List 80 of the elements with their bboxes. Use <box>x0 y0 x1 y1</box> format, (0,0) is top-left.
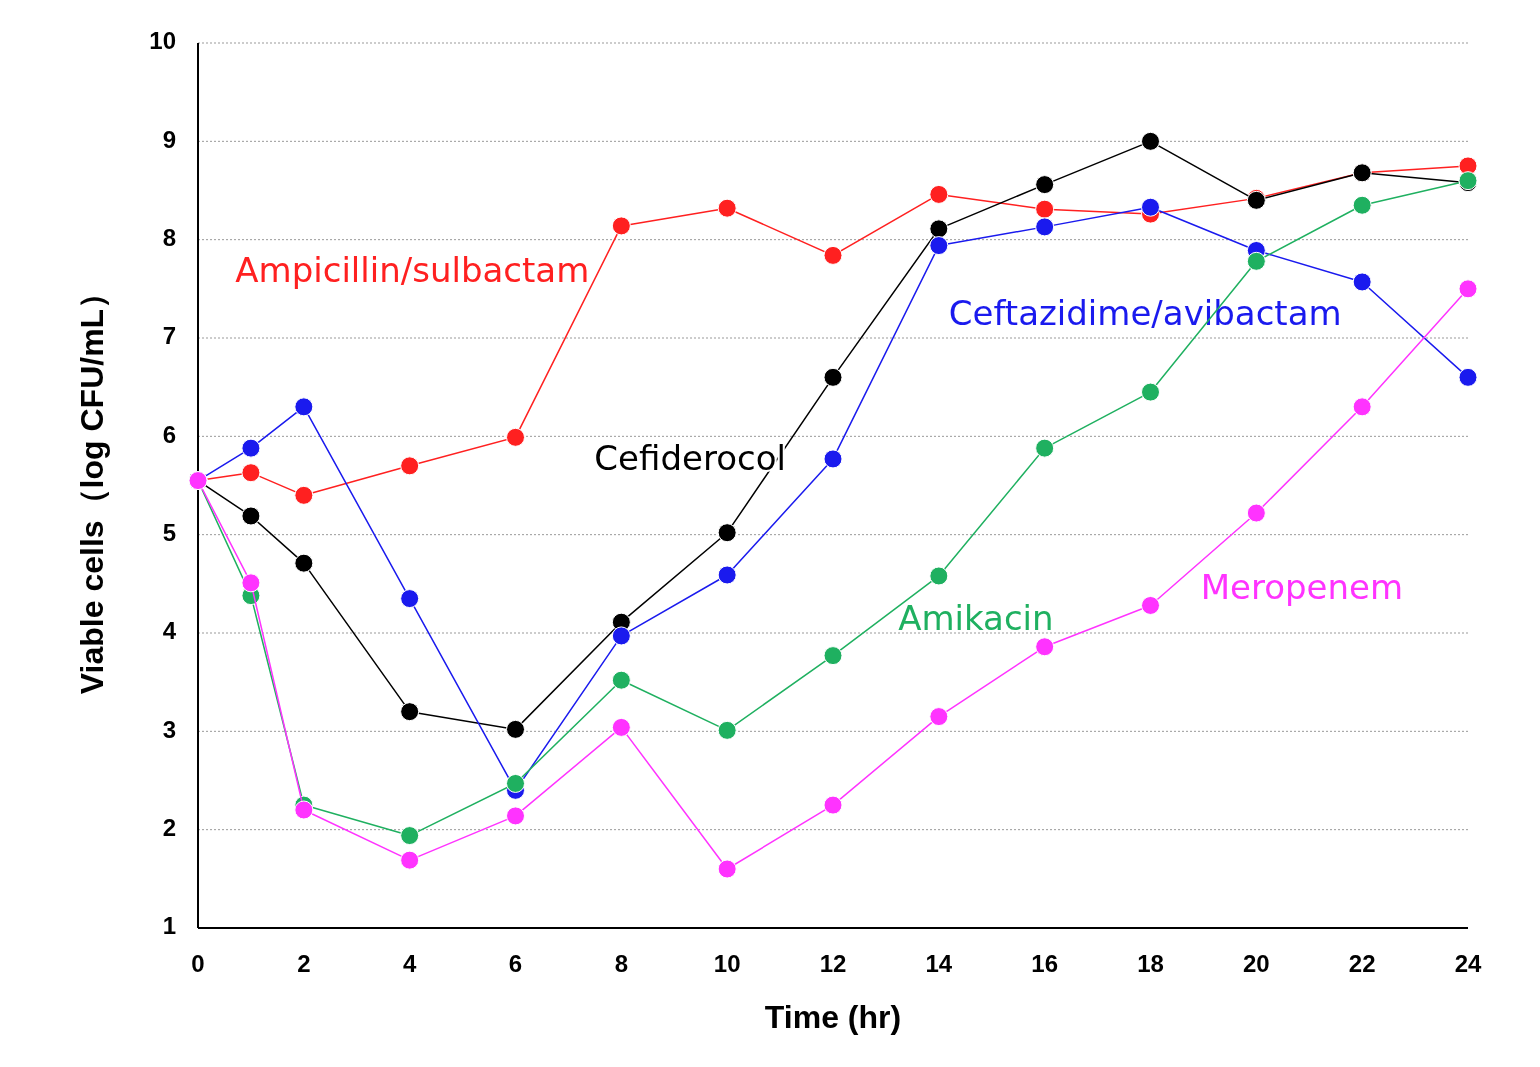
point <box>929 184 949 204</box>
point <box>506 427 525 447</box>
point <box>1458 367 1478 387</box>
point <box>717 859 737 879</box>
x-tick-label: 18 <box>1137 950 1164 977</box>
point <box>929 219 949 239</box>
point <box>823 449 843 469</box>
point <box>1035 438 1055 458</box>
point <box>241 463 261 483</box>
point <box>823 245 843 265</box>
point <box>1035 637 1055 657</box>
x-tick-label: 22 <box>1348 950 1376 977</box>
point <box>400 850 420 870</box>
point <box>1035 199 1055 219</box>
y-tick-label: 6 <box>162 420 176 448</box>
point <box>1035 175 1055 195</box>
point <box>1141 131 1160 151</box>
y-tick-label: 2 <box>162 814 176 842</box>
x-tick-label: 12 <box>819 950 847 977</box>
point <box>823 646 843 666</box>
point <box>1035 217 1055 237</box>
point <box>1141 382 1160 402</box>
point <box>294 553 314 573</box>
x-axis-title: Time (hr) <box>764 999 902 1035</box>
point <box>611 670 631 690</box>
point <box>929 566 949 586</box>
point <box>611 626 631 646</box>
point <box>1141 197 1160 217</box>
point <box>506 806 525 826</box>
point <box>294 485 314 505</box>
x-tick-label: 14 <box>925 950 953 977</box>
point <box>241 438 261 458</box>
point <box>1246 251 1266 271</box>
y-tick-label: 9 <box>162 125 176 153</box>
x-tick-label: 6 <box>508 950 523 977</box>
series-label: Amikacin <box>898 597 1054 638</box>
point <box>717 720 737 740</box>
point <box>611 717 631 737</box>
point <box>717 565 737 585</box>
x-tick-label: 16 <box>1031 950 1059 977</box>
y-tick-label: 5 <box>162 519 176 547</box>
y-tick-label: 10 <box>149 27 176 55</box>
point <box>241 506 261 526</box>
point <box>400 826 420 846</box>
point <box>929 236 949 256</box>
point <box>823 367 843 387</box>
point <box>506 719 525 739</box>
y-tick-label: 7 <box>162 322 176 350</box>
point <box>717 198 737 218</box>
point <box>1246 503 1266 523</box>
series-label: Ampicillin/sulbactam <box>235 249 590 290</box>
y-axis-title: Viable cells（log CFU/mL） <box>74 276 110 695</box>
y-tick-label: 4 <box>162 617 177 645</box>
series-label: Meropenem <box>1200 567 1404 608</box>
point <box>241 573 261 593</box>
y-tick-label: 3 <box>162 715 176 743</box>
x-tick-label: 2 <box>297 950 311 977</box>
point <box>506 773 525 793</box>
point <box>294 800 314 820</box>
x-tick-label: 24 <box>1454 950 1482 977</box>
point <box>823 795 843 815</box>
point <box>1141 595 1160 615</box>
x-tick-label: 8 <box>614 950 629 977</box>
point <box>1352 272 1372 292</box>
x-tick-label: 0 <box>191 950 205 977</box>
point <box>611 216 631 236</box>
y-tick-label: 8 <box>162 224 176 252</box>
point <box>1458 279 1478 299</box>
x-tick-label: 20 <box>1242 950 1270 977</box>
point <box>400 702 420 722</box>
point <box>400 456 420 476</box>
point <box>717 523 737 543</box>
x-tick-label: 4 <box>402 950 417 977</box>
x-tick-label: 10 <box>713 950 741 977</box>
point <box>1352 195 1372 215</box>
point <box>929 707 949 727</box>
point <box>1352 397 1372 417</box>
y-tick-label: 1 <box>162 912 176 940</box>
point <box>400 589 420 609</box>
point <box>294 397 314 417</box>
